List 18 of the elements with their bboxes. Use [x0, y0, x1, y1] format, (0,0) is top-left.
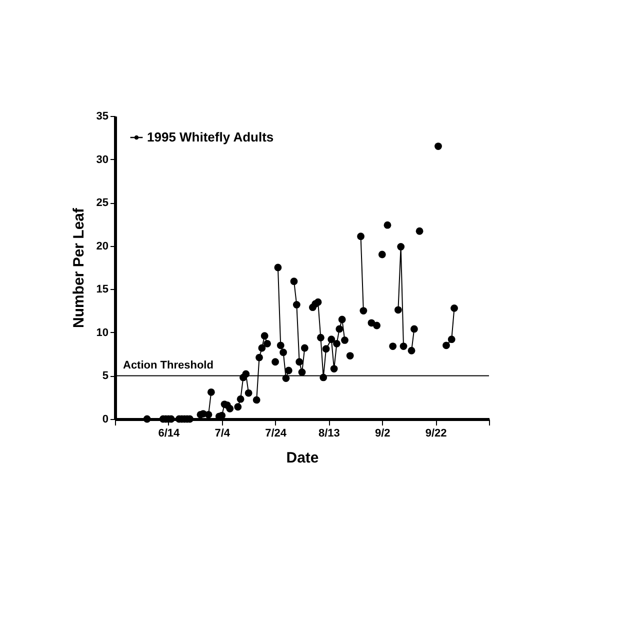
x-tick-label: 7/24 [265, 428, 288, 440]
y-tick-label: 20 [96, 240, 108, 252]
x-tick-label: 9/22 [425, 428, 447, 440]
y-tick-label: 30 [96, 154, 108, 166]
y-tick-label: 0 [102, 414, 108, 426]
y-axis-title: Number Per Leaf [70, 206, 88, 328]
y-tick-label: 10 [96, 326, 108, 339]
y-tick-label: 25 [96, 197, 108, 210]
ref-line-label: Action Threshold [123, 360, 214, 372]
x-tick-label: 8/13 [318, 428, 340, 440]
x-tick-label: 9/2 [374, 428, 390, 440]
x-tick-label: 7/4 [214, 428, 231, 440]
legend-label: 1995 Whitefly Adults [147, 130, 274, 144]
x-tick-label: 6/14 [158, 428, 181, 440]
y-tick-label: 15 [96, 284, 108, 296]
y-tick-label: 5 [102, 370, 108, 382]
y-tick-label: 35 [96, 110, 108, 122]
x-axis-title: Date [286, 450, 319, 466]
